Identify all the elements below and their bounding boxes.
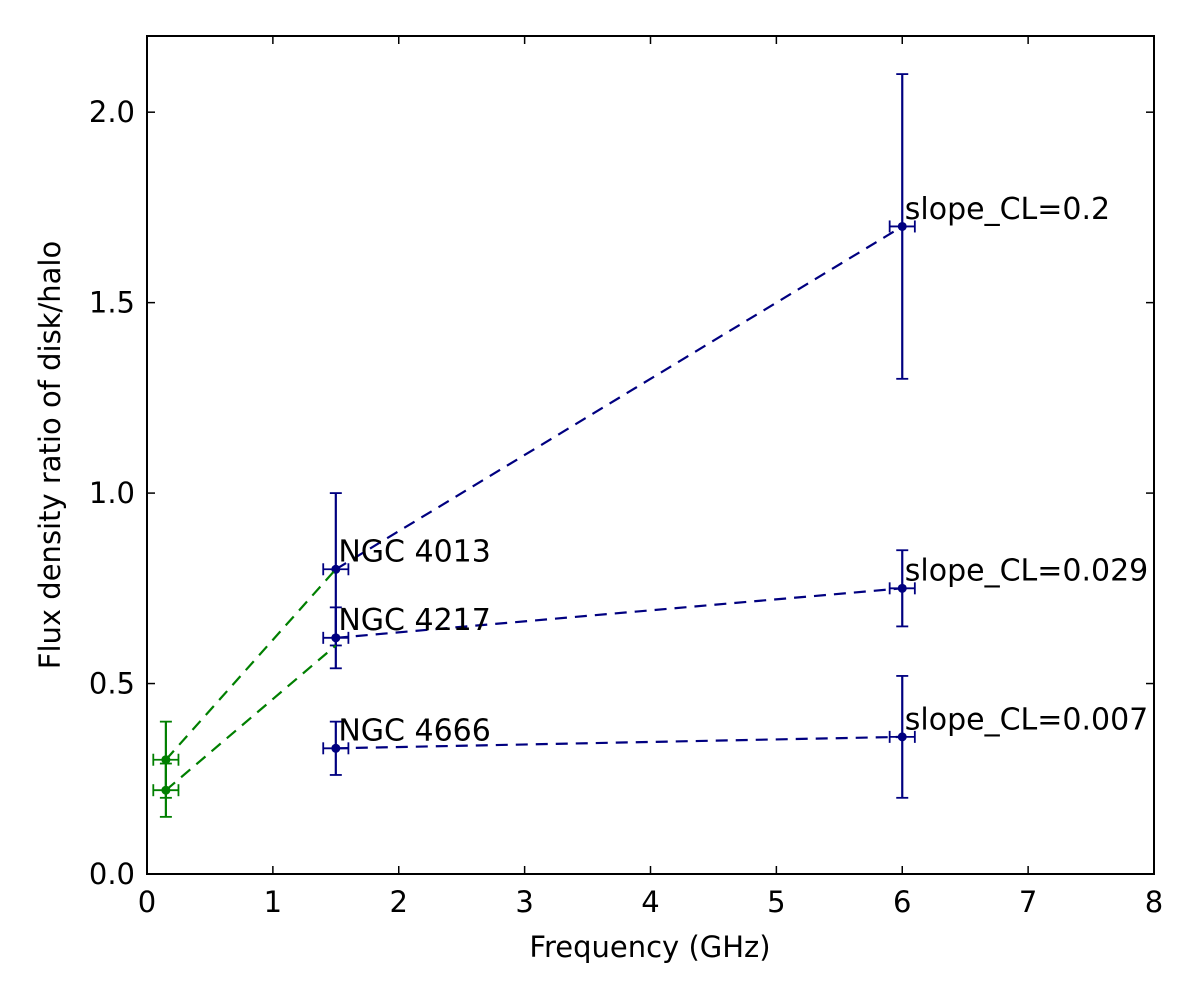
annotation-layer: NGC 4013 NGC 4217 NGC 4666 slope_CL=0.2slop… (338, 192, 1148, 749)
y-tick-label: 0.5 (89, 667, 135, 701)
x-axis-label: Frequency (GHz) (529, 930, 770, 964)
series-ngc4666-high (322, 675, 916, 799)
x-tick-label: 4 (641, 885, 659, 919)
annotation-label: NGC 4013 (338, 535, 491, 570)
x-tick-label: 0 (138, 885, 156, 919)
annotation-label: NGC 4666 (338, 714, 491, 749)
annotation-label: slope_CL=0.2 (905, 192, 1110, 227)
y-axis-label: Flux density ratio of disk/halo (33, 241, 67, 669)
data-point (161, 785, 171, 795)
plot-frame (146, 35, 1155, 875)
data-point (897, 583, 907, 593)
y-tick-label: 1.5 (89, 286, 135, 320)
series-line (165, 644, 337, 792)
annotation-label: slope_CL=0.007 (905, 702, 1149, 737)
data-point (331, 564, 341, 574)
series-line (335, 587, 903, 639)
series-line (335, 225, 903, 571)
series-line (335, 735, 903, 750)
data-point (897, 732, 907, 742)
y-tick-label: 0.0 (89, 857, 135, 891)
x-tick-label: 7 (1019, 885, 1037, 919)
x-tick-label: 5 (767, 885, 785, 919)
series-layer (152, 73, 916, 818)
series-line (165, 568, 337, 761)
y-tick-label: 1.0 (89, 476, 135, 510)
x-tick-label: 8 (1145, 885, 1163, 919)
x-tick-label: 2 (390, 885, 408, 919)
x-tick-label: 3 (515, 885, 533, 919)
series-ngc4217-high (322, 549, 916, 670)
series-ngc4217-low (152, 644, 337, 818)
x-tick-label: 6 (893, 885, 911, 919)
data-point (331, 633, 341, 643)
annotation-label: NGC 4217 (338, 603, 491, 638)
y-tick-label: 2.0 (89, 95, 135, 129)
annotation-label: slope_CL=0.029 (905, 554, 1149, 589)
data-point (331, 743, 341, 753)
axis-ticks: 0 1 2 3 4 5 6 7 8 0.0 0.5 1.0 1.5 2.0 (89, 36, 1163, 919)
data-point (897, 221, 907, 231)
x-tick-label: 1 (264, 885, 282, 919)
data-point (161, 755, 171, 765)
